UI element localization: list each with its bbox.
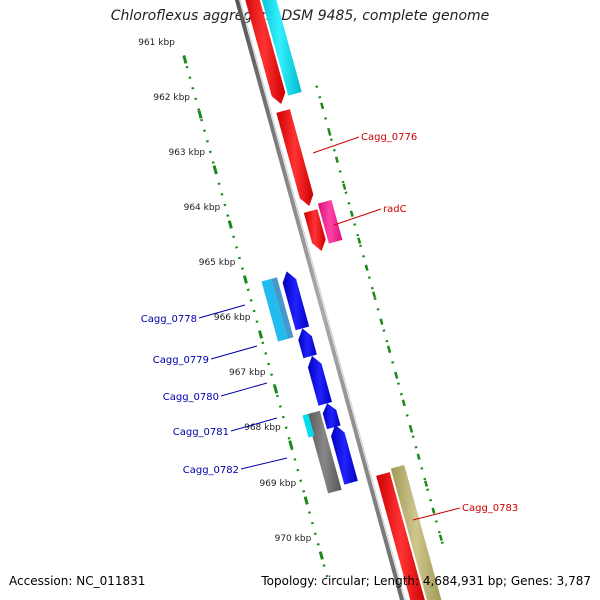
label-leader	[240, 457, 288, 470]
gene-cagg-0776	[276, 109, 314, 207]
summary-text: Topology: circular; Length: 4,684,931 bp…	[261, 574, 591, 588]
label-leader	[220, 382, 268, 397]
outer-tick	[349, 210, 354, 217]
gene-cagg-0778	[261, 278, 288, 342]
outer-tick	[364, 264, 369, 271]
gene-cagg-0782	[306, 410, 342, 494]
outer-tick	[342, 183, 347, 190]
scale-label: 970 kbp	[275, 534, 312, 544]
gene-cagg-0779	[282, 271, 310, 331]
outer-tick	[409, 426, 414, 433]
scale-label: 961 kbp	[138, 38, 175, 48]
scale-label: 963 kbp	[168, 148, 205, 158]
scale-label: 962 kbp	[153, 93, 190, 103]
major-tick	[288, 440, 294, 449]
major-tick	[182, 55, 188, 64]
gene-label: Cagg_0783	[462, 503, 518, 514]
outer-tick	[424, 480, 429, 487]
gene-cagg-0781	[322, 403, 341, 430]
outer-tick	[394, 372, 399, 379]
outer-tick	[379, 318, 384, 325]
major-tick	[258, 330, 264, 339]
scale-label: 965 kbp	[199, 258, 236, 268]
outer-tick	[416, 453, 421, 460]
gene-label: Cagg_0778	[141, 314, 197, 325]
tick-marks	[182, 55, 445, 584]
major-tick	[197, 110, 203, 119]
gene-radc	[317, 199, 343, 244]
major-tick	[273, 385, 279, 394]
map-title: Chloroflexus aggregans DSM 9485, complet…	[110, 8, 490, 24]
label-leader	[210, 345, 258, 360]
major-tick	[303, 496, 309, 505]
backbone-line	[234, 0, 405, 600]
gene-labels: 961 kbp 962 kbp 963 kbp 964 kbp 965 kbp 966 k…	[138, 38, 518, 544]
label-leader	[312, 136, 360, 154]
outer-tick	[320, 102, 325, 109]
gene-label: Cagg_0780	[163, 392, 219, 403]
label-leader	[198, 304, 246, 319]
gene-label: Cagg_0776	[361, 132, 417, 143]
outer-tick	[386, 345, 391, 352]
gene-red-bottom	[376, 472, 425, 600]
backbone-highlight	[239, 0, 406, 600]
gene-features	[245, 0, 442, 600]
label-leader	[412, 507, 461, 521]
scale-label: 969 kbp	[259, 479, 296, 489]
major-tick	[318, 551, 324, 560]
major-tick	[242, 275, 248, 284]
gene-cagg-0778-b	[271, 277, 294, 339]
major-tick	[227, 220, 233, 229]
major-tick	[212, 165, 218, 174]
gene-cyan-small	[302, 413, 315, 438]
outer-ruler	[315, 85, 445, 547]
gene-red	[245, 0, 286, 105]
outer-tick	[357, 237, 362, 244]
scale-label: 966 kbp	[214, 313, 251, 323]
scale-label: 968 kbp	[244, 423, 281, 433]
gene-red-small	[303, 209, 326, 252]
outer-tick	[327, 129, 332, 136]
gene-cyan	[261, 0, 302, 96]
gene-blue-4	[331, 424, 358, 485]
label-leader	[230, 417, 278, 432]
outer-tick	[431, 507, 436, 514]
gene-label: Cagg_0779	[153, 355, 209, 366]
gene-label: radC	[383, 204, 407, 215]
outer-tick	[372, 291, 377, 298]
outer-tick	[438, 534, 443, 541]
gene-blue-2	[298, 328, 317, 359]
backbone	[234, 0, 406, 600]
accession-text: Accession: NC_011831	[9, 574, 146, 588]
scale-label: 964 kbp	[184, 203, 221, 213]
gene-cagg-0783	[390, 464, 442, 600]
scale-label: 967 kbp	[229, 368, 266, 378]
gene-label: Cagg_0782	[183, 465, 239, 476]
gene-label: Cagg_0781	[173, 427, 229, 438]
gene-cagg-0780	[307, 355, 332, 406]
label-leader	[333, 208, 382, 226]
outer-tick	[334, 156, 339, 163]
outer-tick	[401, 399, 406, 406]
